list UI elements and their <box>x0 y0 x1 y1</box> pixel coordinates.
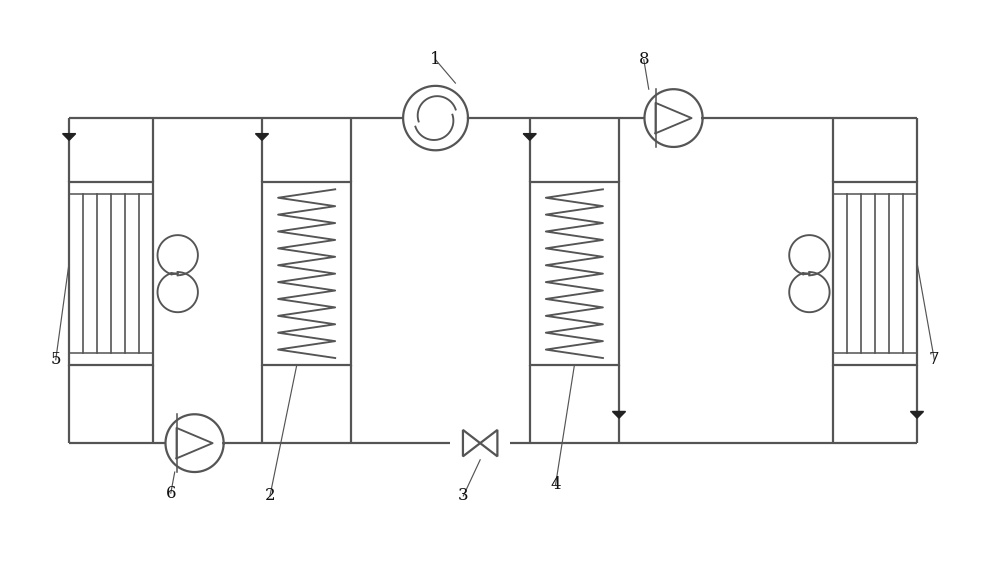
Polygon shape <box>255 134 269 140</box>
Text: 8: 8 <box>638 51 649 68</box>
Bar <box>69 354 153 365</box>
Bar <box>262 182 351 365</box>
Text: 2: 2 <box>265 487 275 504</box>
Text: 7: 7 <box>929 351 940 368</box>
Bar <box>833 182 917 365</box>
Bar <box>69 182 153 365</box>
Text: 1: 1 <box>430 51 441 68</box>
Bar <box>833 182 917 194</box>
Polygon shape <box>612 412 626 418</box>
Bar <box>833 354 917 365</box>
Bar <box>69 182 153 194</box>
Polygon shape <box>63 134 76 140</box>
Bar <box>530 182 619 365</box>
Text: 6: 6 <box>166 484 176 501</box>
Text: 3: 3 <box>458 487 469 504</box>
Text: 5: 5 <box>50 351 61 368</box>
Text: 4: 4 <box>550 477 561 494</box>
Polygon shape <box>910 412 924 418</box>
Polygon shape <box>523 134 536 140</box>
